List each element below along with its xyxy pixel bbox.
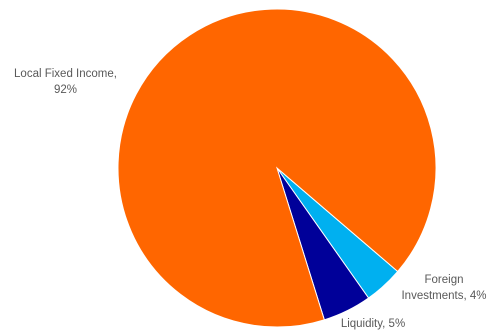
slice-label-local-fixed-income-name: Local Fixed Income, <box>14 68 117 80</box>
pie-slice-local-fixed-income <box>117 8 437 328</box>
pie-slices <box>117 8 437 328</box>
slice-label-foreign-investments-value: Investments, 4% <box>401 290 487 302</box>
slice-label-local-fixed-income: Local Fixed Income, 92% <box>0 66 131 98</box>
slice-label-local-fixed-income-value: 92% <box>53 84 78 96</box>
slice-label-liquidity: Liquidity, 5% <box>328 316 418 332</box>
slice-label-liquidity-name: Liquidity, 5% <box>340 318 406 330</box>
slice-label-foreign-investments-name: Foreign <box>424 274 464 286</box>
slice-label-foreign-investments: Foreign Investments, 4% <box>395 272 493 304</box>
